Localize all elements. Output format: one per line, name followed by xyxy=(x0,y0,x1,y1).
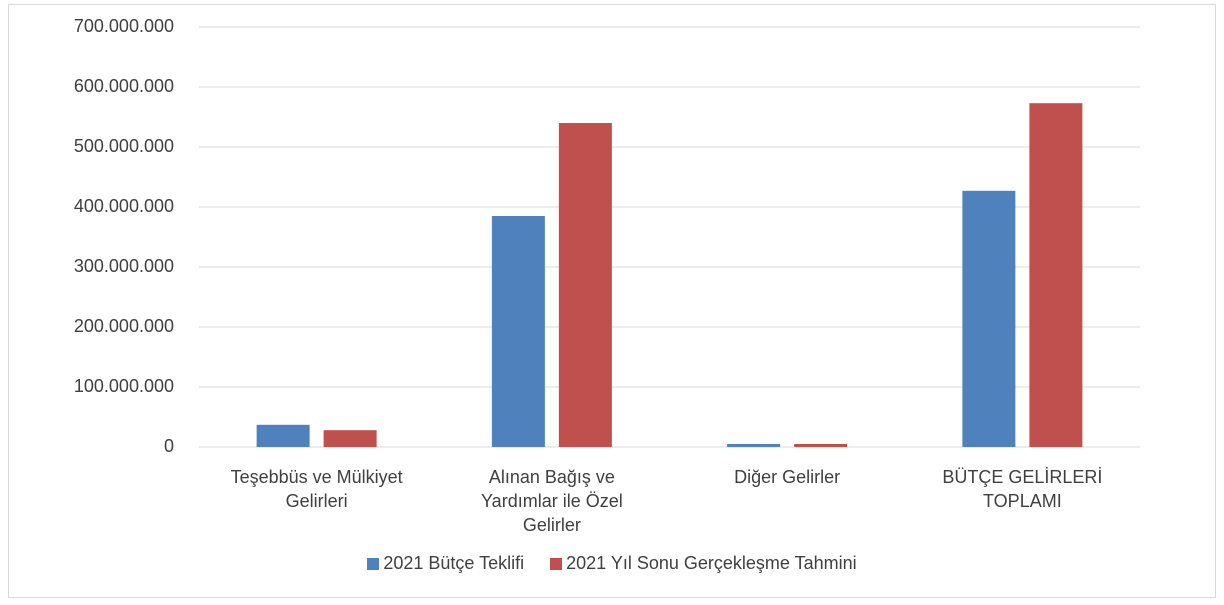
legend-item: 2021 Yıl Sonu Gerçekleşme Tahmini xyxy=(550,553,857,574)
y-tick-label: 300.000.000 xyxy=(74,256,174,276)
y-tick-label: 200.000.000 xyxy=(74,316,174,336)
bar xyxy=(727,444,781,447)
y-tick-label: 500.000.000 xyxy=(74,136,174,156)
x-tick-label: Diğer Gelirler xyxy=(734,467,841,487)
bar xyxy=(794,444,848,447)
legend-label: 2021 Yıl Sonu Gerçekleşme Tahmini xyxy=(566,553,857,573)
bar xyxy=(1029,103,1083,447)
legend-swatch xyxy=(550,557,563,570)
bar xyxy=(256,424,310,447)
y-tick-label: 400.000.000 xyxy=(74,196,174,216)
x-tick-label: Alınan Bağış ve Yardımlar ile Özel Gelir… xyxy=(481,467,623,535)
y-tick-label: 0 xyxy=(164,436,174,456)
y-tick-label: 100.000.000 xyxy=(74,376,174,396)
legend: 2021 Bütçe Teklifi 2021 Yıl Sonu Gerçekl… xyxy=(0,553,1224,574)
bar xyxy=(323,430,377,447)
legend-item: 2021 Bütçe Teklifi xyxy=(367,553,524,574)
legend-swatch xyxy=(367,557,380,570)
x-tick-label: Teşebbüs ve Mülkiyet Gelirleri xyxy=(230,467,403,511)
y-tick-label: 700.000.000 xyxy=(74,16,174,36)
bar xyxy=(558,123,612,447)
y-tick-label: 600.000.000 xyxy=(74,76,174,96)
x-tick-label: BÜTÇE GELİRLERİ TOPLAMI xyxy=(942,467,1103,511)
legend-label: 2021 Bütçe Teklifi xyxy=(383,553,525,573)
bar xyxy=(962,190,1016,448)
bar xyxy=(491,216,545,447)
